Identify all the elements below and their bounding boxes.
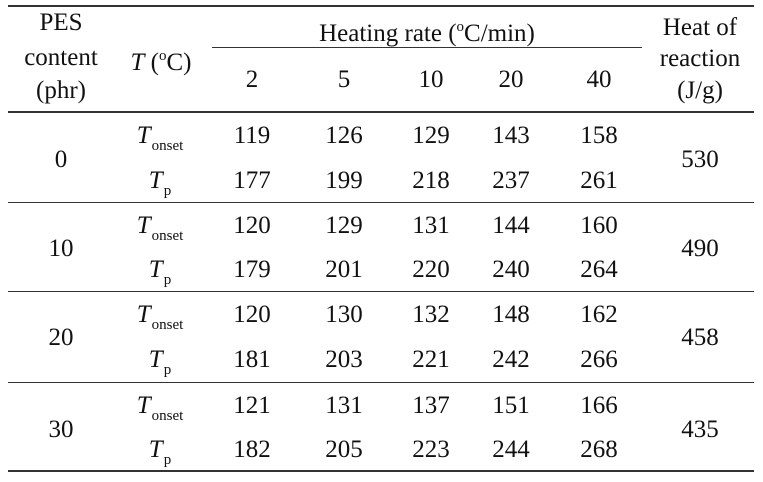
table-cell: 129 [325, 212, 363, 239]
rate-header-10: 10 [418, 66, 444, 93]
peak-label: Tp [148, 346, 172, 378]
table-cell: 166 [580, 392, 618, 419]
table-cell: 179 [233, 256, 271, 283]
table-cell: 261 [580, 167, 618, 194]
table-cell: 144 [492, 212, 530, 239]
onset-label: Tonset [136, 122, 184, 154]
group-divider-3 [8, 382, 754, 383]
group-divider-1 [8, 202, 754, 203]
group-divider-2 [8, 291, 754, 292]
heating-rate-degree: o [456, 19, 465, 35]
peak-label: Tp [148, 167, 172, 199]
peak-label: Tp [148, 256, 172, 288]
heat-header-line1: Heat of [662, 14, 738, 41]
temperature-unit: C) [166, 49, 192, 76]
temperature-symbol: T [130, 49, 145, 76]
pes-value: 0 [54, 146, 68, 173]
heating-rate-header: Heating rate (oC/min) [319, 13, 535, 48]
heat-value: 530 [681, 146, 719, 173]
heat-header-line3: (J/g) [677, 77, 723, 104]
table-cell: 130 [325, 301, 363, 328]
table-cell: 182 [233, 436, 271, 463]
rate-header-2: 2 [245, 66, 259, 93]
table-cell: 264 [580, 256, 618, 283]
table-cell: 242 [492, 346, 530, 373]
onset-label: Tonset [136, 212, 184, 244]
onset-label: Tonset [136, 392, 184, 424]
rate-header-40: 40 [586, 66, 612, 93]
table-cell: 131 [325, 392, 363, 419]
table-cell: 120 [233, 212, 271, 239]
table-cell: 162 [580, 301, 618, 328]
table-cell: 244 [492, 436, 530, 463]
heat-header-line2: reaction [659, 45, 741, 72]
header-bottom-rule [8, 111, 754, 113]
table-cell: 148 [492, 301, 530, 328]
table-cell: 137 [412, 392, 450, 419]
table-cell: 121 [233, 392, 271, 419]
table-cell: 119 [233, 122, 271, 149]
table-cell: 201 [325, 256, 363, 283]
table-cell: 205 [325, 436, 363, 463]
temperature-header: T (oC) [130, 48, 192, 76]
table-cell: 240 [492, 256, 530, 283]
peak-label: Tp [148, 436, 172, 468]
temperature-degree: o [158, 48, 167, 64]
heat-value: 490 [681, 235, 719, 262]
rate-header-5: 5 [337, 66, 351, 93]
table-cell: 177 [233, 167, 271, 194]
heating-rate-underline [212, 47, 642, 48]
table-cell: 131 [412, 212, 450, 239]
table-cell: 221 [412, 346, 450, 373]
bottom-rule [8, 470, 754, 472]
top-rule [8, 5, 754, 7]
heating-rate-prefix: Heating rate ( [319, 20, 457, 47]
rate-header-20: 20 [498, 66, 524, 93]
heat-value: 435 [681, 416, 719, 443]
pes-value: 10 [48, 235, 74, 262]
heat-value: 458 [681, 324, 719, 351]
onset-label: Tonset [136, 301, 184, 333]
table-cell: 218 [412, 167, 450, 194]
table-cell: 129 [412, 122, 450, 149]
pes-header-line3: (phr) [36, 77, 86, 104]
table-cell: 199 [325, 167, 363, 194]
pes-header-line1: PES [39, 9, 83, 36]
table-cell: 151 [492, 392, 530, 419]
table-cell: 132 [412, 301, 450, 328]
table-cell: 223 [412, 436, 450, 463]
pes-value: 20 [48, 324, 74, 351]
table-cell: 268 [580, 436, 618, 463]
table-cell: 181 [233, 346, 271, 373]
table-cell: 203 [325, 346, 363, 373]
table-cell: 237 [492, 167, 530, 194]
heating-rate-unit: C/min) [464, 20, 535, 47]
pes-value: 30 [48, 416, 74, 443]
table-cell: 220 [412, 256, 450, 283]
table-cell: 158 [580, 122, 618, 149]
table-cell: 160 [580, 212, 618, 239]
table-cell: 120 [233, 301, 271, 328]
table-cell: 143 [492, 122, 530, 149]
table-cell: 266 [580, 346, 618, 373]
table-cell: 126 [325, 122, 363, 149]
pes-header-line2: content [24, 44, 98, 71]
